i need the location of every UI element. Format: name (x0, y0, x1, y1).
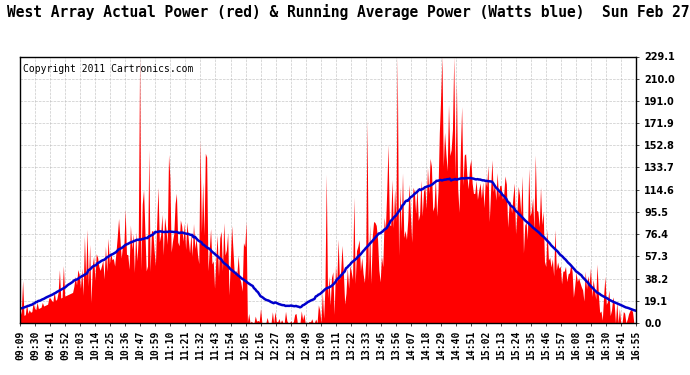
Text: Copyright 2011 Cartronics.com: Copyright 2011 Cartronics.com (23, 64, 193, 75)
Text: West Array Actual Power (red) & Running Average Power (Watts blue)  Sun Feb 27 1: West Array Actual Power (red) & Running … (7, 4, 690, 20)
